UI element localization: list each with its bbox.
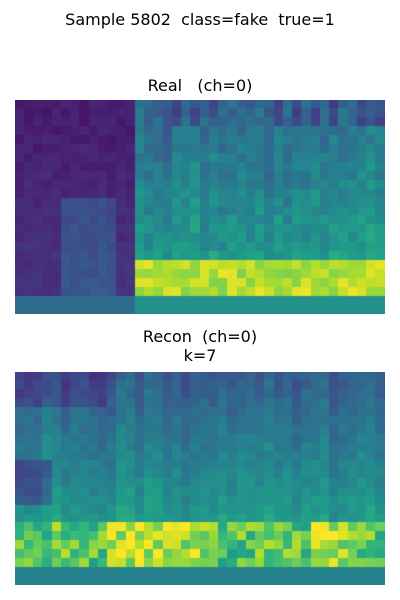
- recon-panel-title: Recon (ch=0): [142, 327, 258, 346]
- real-spectrogram-heatmap: [15, 100, 385, 314]
- recon-panel-subtitle: k=7: [183, 346, 217, 365]
- real-panel-title: Real (ch=0): [147, 76, 253, 95]
- recon-spectrogram-heatmap: [15, 372, 385, 585]
- figure-suptitle: Sample 5802 class=fake true=1: [65, 10, 335, 29]
